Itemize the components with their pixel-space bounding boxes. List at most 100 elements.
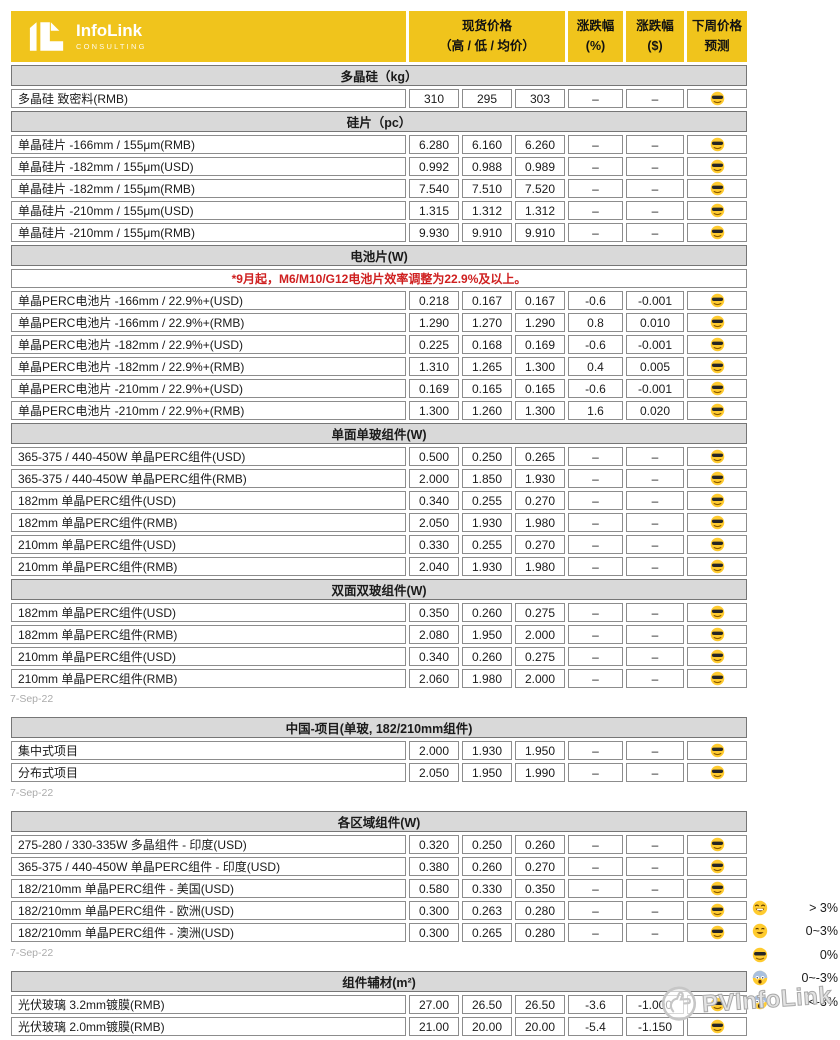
sunglasses-emoji [710,181,724,196]
product-label: 集中式项目 [11,741,406,760]
forecast-cell [687,879,748,898]
col-header-spot-price: 现货价格 （高 / 低 / 均价） [409,11,566,62]
price-high: 1.310 [409,357,459,376]
price-low: 0.265 [462,923,512,942]
price-table: 中国-项目(单玻, 182/210mm组件) 集中式项目 2.000 1.930 1.9… [8,714,750,785]
table-row: 单晶硅片 -166mm / 155μm(RMB) 6.280 6.160 6.260–… [11,135,748,154]
product-label: 单晶PERC电池片 -182mm / 22.9%+(RMB) [11,357,406,376]
table-row: 分布式项目 2.050 1.950 1.990– – [11,763,748,782]
forecast-cell [687,513,748,532]
legend-label: > 3% [809,900,838,915]
price-avg: 1.980 [515,513,566,532]
table-row: 单晶硅片 -210mm / 155μm(RMB) 9.930 9.910 9.910–… [11,223,748,242]
table-row: 单晶硅片 -182mm / 155μm(RMB) 7.540 7.510 7.520–… [11,179,748,198]
table-row: 182/210mm 单晶PERC组件 - 欧洲(USD) 0.300 0.263 0.… [11,901,748,920]
price-low: 1.312 [462,201,512,220]
price-low: 1.270 [462,313,512,332]
price-low: 20.00 [462,1017,512,1036]
table-row: 单晶PERC电池片 -210mm / 22.9%+(USD) 0.169 0.165… [11,379,748,398]
table-row: 210mm 单晶PERC组件(USD) 0.340 0.260 0.275– – [11,647,748,666]
change-usd: -1.150 [626,1017,684,1036]
change-usd: – [626,179,685,198]
price-high: 2.050 [409,513,459,532]
change-pct: – [568,835,623,854]
date-label: 7-Sep-22 [10,947,54,959]
change-pct: -0.6 [568,335,624,354]
change-pct: – [568,603,624,622]
price-high: 0.218 [409,291,459,310]
table-header-row: InfoLink CONSULTING 现货价格 （高 / 低 / 均价） 涨跌幅 (%)… [11,11,748,62]
forecast-legend: > 3% 0~3% 0% 0~-3% <-3% [752,896,838,1014]
table-row: 单晶PERC电池片 -166mm / 22.9%+(USD) 0.218 0.167… [11,291,748,310]
sunglasses-emoji [710,837,724,852]
price-high: 2.050 [409,763,459,782]
product-label: 单晶硅片 -182mm / 155μm(RMB) [11,179,406,198]
legend-item: > 3% [752,896,838,920]
table-row: 182/210mm 单晶PERC组件 - 美国(USD) 0.580 0.330 0.… [11,879,748,898]
sunglasses-emoji [710,91,724,106]
change-pct: – [568,179,624,198]
change-pct: – [568,447,624,466]
sunglasses-emoji [710,881,724,896]
sunglasses-emoji [710,925,724,940]
price-low: 7.510 [462,179,512,198]
change-pct: – [568,223,624,242]
sunglasses-emoji [710,293,724,308]
forecast-cell [687,741,748,760]
price-low: 1.265 [462,357,512,376]
product-label: 单晶PERC电池片 -166mm / 22.9%+(RMB) [11,313,406,332]
price-low: 1.930 [462,557,512,576]
price-high: 0.340 [409,491,459,510]
sunglasses-emoji [710,997,724,1012]
price-avg: 1.980 [515,557,566,576]
change-usd: – [626,157,685,176]
change-usd: – [626,625,685,644]
product-label: 210mm 单晶PERC组件(USD) [11,647,406,666]
table-row: 单晶PERC电池片 -166mm / 22.9%+(RMB) 1.290 1.270… [11,313,748,332]
change-pct: – [568,89,624,108]
table-row: 单晶硅片 -182mm / 155μm(USD) 0.992 0.988 0.989–… [11,157,748,176]
change-pct: 0.8 [568,313,624,332]
change-pct: -0.6 [568,291,624,310]
forecast-cell [687,313,748,332]
table-row: 光伏玻璃 3.2mm镀膜(RMB) 27.00 26.50 26.50 -3.6 -1.0… [11,995,748,1014]
product-label: 分布式项目 [11,763,406,782]
price-low: 0.167 [462,291,512,310]
price-low: 0.255 [462,535,512,554]
section-title: 硅片（pc） [11,111,748,132]
price-avg: 9.910 [515,223,566,242]
section-header-row: 各区域组件(W) [11,811,748,832]
section-title: 各区域组件(W) [11,811,748,832]
price-high: 0.500 [409,447,459,466]
change-usd: -0.001 [626,291,685,310]
price-high: 0.350 [409,603,459,622]
change-usd: – [626,901,684,920]
product-label: 单晶PERC电池片 -210mm / 22.9%+(RMB) [11,401,406,420]
product-label: 182mm 单晶PERC组件(RMB) [11,625,406,644]
change-usd: 0.005 [626,357,685,376]
sunglasses-emoji [710,471,724,486]
scream-emoji [752,994,768,1009]
sunglasses-emoji [710,537,724,552]
price-high: 0.320 [409,835,459,854]
table-row: 集中式项目 2.000 1.930 1.950– – [11,741,748,760]
change-usd: – [626,447,685,466]
price-low: 0.255 [462,491,512,510]
product-label: 单晶PERC电池片 -210mm / 22.9%+(USD) [11,379,406,398]
price-avg: 0.270 [515,491,566,510]
sunglasses-emoji [710,137,724,152]
forecast-cell [687,357,748,376]
price-low: 6.160 [462,135,512,154]
price-low: 0.260 [462,647,512,666]
sunglasses-emoji [710,1019,724,1034]
price-high: 0.992 [409,157,459,176]
product-label: 单晶硅片 -166mm / 155μm(RMB) [11,135,406,154]
price-avg: 1.950 [515,741,565,760]
date-label: 7-Sep-22 [10,693,54,705]
table-row: 多晶硅 致密料(RMB) 310 295 303– – [11,89,748,108]
change-pct: – [568,513,624,532]
price-avg: 0.275 [515,603,566,622]
price-low: 9.910 [462,223,512,242]
fearful-emoji [752,971,768,986]
change-pct: -3.6 [568,995,623,1014]
